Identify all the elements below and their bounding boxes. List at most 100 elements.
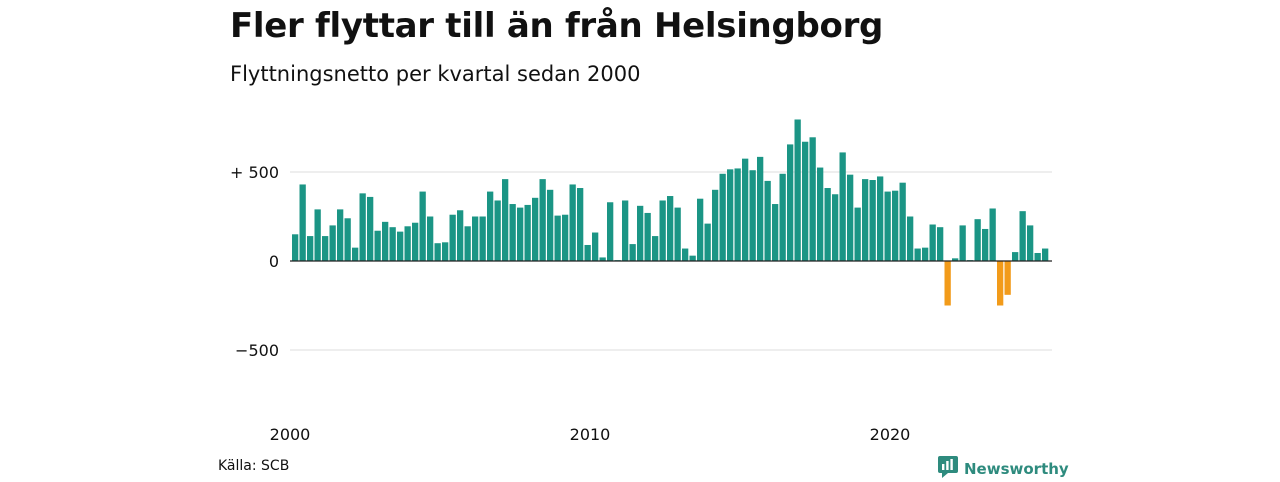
bar <box>652 236 658 261</box>
x-tick-label: 2010 <box>570 425 611 444</box>
bar <box>427 217 433 262</box>
bar <box>480 217 486 262</box>
bar <box>915 249 921 261</box>
bar <box>442 242 448 261</box>
bar <box>562 215 568 261</box>
bar <box>352 248 358 261</box>
bar <box>390 227 396 261</box>
bar <box>697 199 703 261</box>
x-tick-label: 2020 <box>870 425 911 444</box>
bar <box>840 152 846 261</box>
bar <box>705 224 711 261</box>
bar <box>517 208 523 261</box>
bar <box>780 174 786 261</box>
bar <box>630 244 636 261</box>
bar <box>690 256 696 261</box>
bar <box>990 208 996 261</box>
brand-name: Newsworthy <box>964 460 1069 478</box>
x-axis-labels: 2000 2010 2020 <box>270 425 911 444</box>
bar <box>585 245 591 261</box>
bar <box>922 248 928 261</box>
bars <box>292 119 1048 305</box>
source-note: Källa: SCB <box>218 458 289 474</box>
bar <box>997 261 1003 306</box>
bar <box>735 168 741 261</box>
bar <box>375 231 381 261</box>
bar <box>382 222 388 261</box>
bar <box>817 168 823 261</box>
bar <box>757 157 763 261</box>
bar <box>727 169 733 261</box>
bar <box>1012 252 1018 261</box>
newsworthy-logo-icon <box>938 456 958 482</box>
x-tick-label: 2000 <box>270 425 311 444</box>
bar <box>607 202 613 261</box>
bar <box>682 249 688 261</box>
bar <box>750 170 756 261</box>
bar <box>547 190 553 261</box>
bar <box>577 188 583 261</box>
bar-chart: + 500 0 −500 2000 2010 2020 <box>0 0 1280 480</box>
bar <box>877 176 883 261</box>
bar <box>487 192 493 261</box>
bar <box>1020 211 1026 261</box>
bar <box>660 200 666 261</box>
bar <box>465 226 471 261</box>
bar <box>457 210 463 261</box>
bar <box>420 192 426 261</box>
bar <box>855 208 861 261</box>
bar <box>322 236 328 261</box>
bar <box>315 209 321 261</box>
bar <box>930 225 936 261</box>
bar <box>345 218 351 261</box>
bar <box>435 243 441 261</box>
bar <box>510 204 516 261</box>
bar <box>405 226 411 261</box>
bar <box>592 233 598 261</box>
bar <box>555 216 561 261</box>
bar <box>397 232 403 261</box>
bar <box>1005 261 1011 295</box>
bar <box>832 194 838 261</box>
bar <box>892 191 898 261</box>
bar <box>937 227 943 261</box>
bar <box>795 119 801 261</box>
bar <box>982 229 988 261</box>
bar <box>900 183 906 261</box>
bar <box>292 234 298 261</box>
bar <box>307 236 313 261</box>
y-axis-labels: + 500 0 −500 <box>230 163 279 360</box>
bar <box>450 215 456 261</box>
bar <box>675 208 681 261</box>
bar <box>502 179 508 261</box>
bar <box>885 192 891 261</box>
bar <box>975 219 981 261</box>
bar <box>787 144 793 261</box>
bar <box>907 217 913 262</box>
y-tick-label: + 500 <box>230 163 279 182</box>
bar <box>945 261 951 306</box>
bar <box>825 188 831 261</box>
bar <box>810 137 816 261</box>
bar <box>495 200 501 261</box>
y-tick-label: 0 <box>269 252 279 271</box>
bar <box>712 190 718 261</box>
bar <box>720 174 726 261</box>
bar <box>622 200 628 261</box>
bar <box>862 179 868 261</box>
bar <box>1035 253 1041 261</box>
bar <box>772 204 778 261</box>
bar <box>337 209 343 261</box>
bar <box>472 217 478 262</box>
bar <box>667 196 673 261</box>
bar <box>330 225 336 261</box>
bar <box>540 179 546 261</box>
bar <box>300 184 306 261</box>
brand-logo[interactable]: Newsworthy <box>938 456 1069 482</box>
bar <box>765 181 771 261</box>
bar <box>532 198 538 261</box>
y-tick-label: −500 <box>235 341 279 360</box>
bar <box>367 197 373 261</box>
bar <box>1042 249 1048 261</box>
bar <box>802 142 808 261</box>
